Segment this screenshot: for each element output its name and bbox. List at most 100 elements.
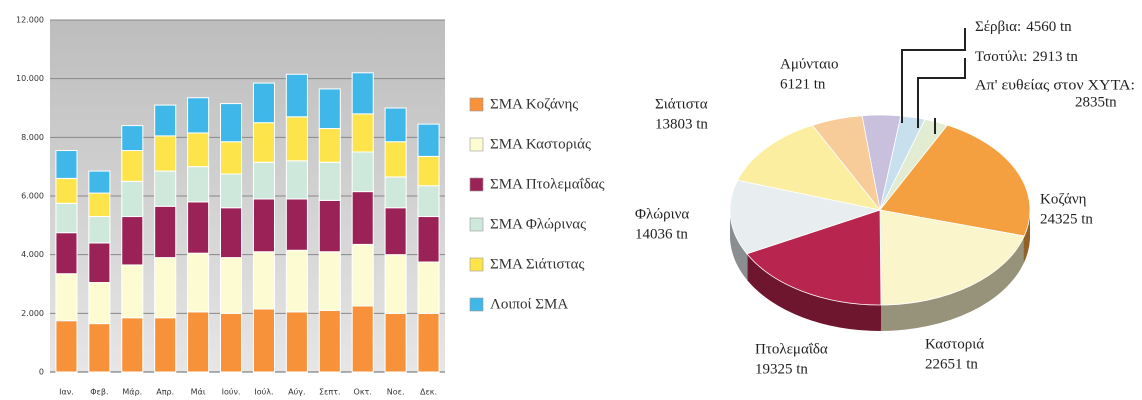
bar-segment bbox=[252, 82, 275, 124]
leader-line bbox=[901, 28, 966, 123]
legend-label: ΣΜΑ Πτολεμαΐδας bbox=[490, 176, 605, 192]
bar-segment bbox=[318, 88, 341, 130]
pie-label: Τσοτύλι: 2913 tn bbox=[975, 49, 1078, 65]
legend-swatch bbox=[469, 137, 484, 152]
bar-segment bbox=[88, 170, 111, 194]
legend-label: ΣΜΑ Κοζάνης bbox=[490, 96, 578, 112]
bar-segment bbox=[384, 107, 407, 143]
bar-segment bbox=[154, 135, 177, 172]
bar-segment bbox=[88, 323, 111, 373]
bar-segment bbox=[187, 311, 210, 373]
bar-segment bbox=[285, 116, 308, 162]
slice-value: 4560 tn bbox=[1026, 19, 1072, 35]
x-tick-label: Σεπτ. bbox=[319, 388, 341, 397]
slice-name: Σιάτιστα bbox=[655, 96, 708, 112]
slice-name: Πτολεμαΐδα bbox=[755, 341, 828, 357]
y-tick-label: 12.000 bbox=[16, 16, 44, 25]
slice-value: 13803 tn bbox=[655, 116, 708, 132]
bar-segment bbox=[154, 257, 177, 319]
slice-name: Καστοριά bbox=[925, 336, 984, 352]
slice-name: Απ' ευθείας στον ΧΥΤΑ: bbox=[975, 77, 1135, 93]
leader-line bbox=[917, 58, 966, 128]
legend-label: ΣΜΑ Σιάτιστας bbox=[490, 256, 584, 272]
bar-segment bbox=[121, 264, 144, 319]
bar-segment bbox=[417, 123, 440, 157]
bar-segment bbox=[55, 202, 78, 234]
bar-segment bbox=[220, 312, 243, 373]
bar-segment bbox=[121, 216, 144, 266]
slice-value: 14036 tn bbox=[635, 226, 688, 242]
bar-segment bbox=[318, 309, 341, 373]
bar-segment bbox=[187, 166, 210, 203]
bar-segment bbox=[154, 317, 177, 373]
bar-segment bbox=[121, 150, 144, 182]
legend-swatch bbox=[469, 217, 484, 232]
legend-label: ΣΜΑ Φλώρινας bbox=[490, 216, 586, 232]
bar-segment bbox=[220, 103, 243, 143]
bar-segment bbox=[351, 72, 374, 115]
slice-value: 6121 tn bbox=[780, 76, 826, 92]
bar-segment bbox=[88, 192, 111, 218]
bar-segment bbox=[285, 249, 308, 313]
bar-segment bbox=[187, 132, 210, 168]
bar-segment bbox=[285, 73, 308, 118]
x-tick-label: Φεβ. bbox=[90, 388, 108, 397]
y-tick-label: 8.000 bbox=[21, 133, 44, 142]
bar-segment bbox=[220, 141, 243, 175]
bar-segment bbox=[88, 282, 111, 325]
bar-segment bbox=[417, 261, 440, 314]
bar-segment bbox=[252, 251, 275, 310]
slice-name: Αμύνταιο bbox=[780, 56, 839, 72]
pie-slice bbox=[746, 209, 882, 306]
bar-segment bbox=[318, 128, 341, 163]
bar-segment bbox=[55, 273, 78, 322]
bar-segment bbox=[351, 191, 374, 245]
slice-value: 22651 tn bbox=[925, 356, 978, 372]
slice-name: Σέρβια: bbox=[975, 19, 1021, 35]
slice-name: Κοζάνη bbox=[1040, 191, 1087, 207]
x-tick-label: Απρ. bbox=[156, 388, 174, 397]
bar-segment bbox=[252, 308, 275, 373]
bar-segment bbox=[252, 161, 275, 200]
bar-segment bbox=[351, 243, 374, 307]
bar-segment bbox=[252, 198, 275, 253]
pie-slice bbox=[811, 115, 881, 211]
bar-segment bbox=[187, 201, 210, 254]
pie-slice bbox=[736, 124, 882, 211]
x-tick-label: Μάι bbox=[191, 388, 206, 397]
bar-segment bbox=[154, 170, 177, 207]
x-tick-label: Ιαν. bbox=[59, 388, 74, 397]
x-tick-label: Δεκ. bbox=[420, 388, 437, 397]
legend-swatch bbox=[469, 257, 484, 272]
bar-segment bbox=[351, 305, 374, 373]
x-tick-label: Οκτ. bbox=[354, 388, 372, 397]
x-tick-label: Μάρ. bbox=[122, 388, 142, 397]
bar-segment bbox=[351, 151, 374, 193]
slice-value: 2913 tn bbox=[1032, 49, 1078, 65]
y-tick-label: 10.000 bbox=[16, 74, 44, 83]
legend-swatch bbox=[469, 177, 484, 192]
bar-segment bbox=[417, 155, 440, 187]
bar-segment bbox=[417, 312, 440, 373]
bar-segment bbox=[187, 97, 210, 134]
bar-segment bbox=[121, 317, 144, 373]
bar-segment bbox=[318, 161, 341, 201]
slice-value: 19325 tn bbox=[755, 361, 808, 377]
bar-segment bbox=[384, 207, 407, 256]
bar-segment bbox=[384, 312, 407, 373]
bar-segment bbox=[88, 216, 111, 244]
bar-segment bbox=[417, 185, 440, 218]
slice-name: Φλώρινα bbox=[635, 206, 689, 222]
bar-segment bbox=[351, 113, 374, 153]
bar-segment bbox=[384, 254, 407, 314]
bar-segment bbox=[220, 207, 243, 259]
bar-segment bbox=[417, 216, 440, 263]
bar-segment bbox=[384, 141, 407, 178]
bar-segment bbox=[55, 232, 78, 275]
bar-segment bbox=[220, 257, 243, 314]
legend-swatch bbox=[469, 297, 484, 312]
bar-segment bbox=[285, 198, 308, 251]
bar-segment bbox=[285, 311, 308, 373]
y-tick-label: 6.000 bbox=[21, 192, 44, 201]
